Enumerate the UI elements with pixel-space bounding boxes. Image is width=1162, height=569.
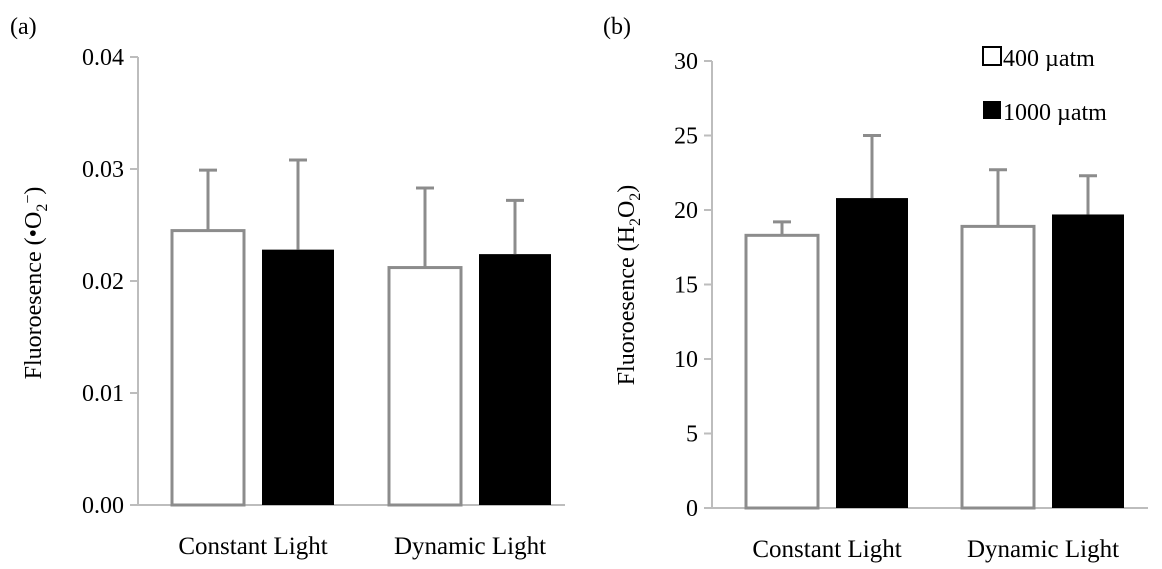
panel-a-plot-area: 0.00 0.01 0.02 0.03 0.04 Constant Light Dynami… bbox=[82, 45, 565, 560]
panel-b-category-label: Dynamic Light bbox=[967, 536, 1119, 563]
legend-swatch-400 bbox=[982, 46, 1002, 66]
panel-a-bar-400-constant bbox=[170, 229, 246, 507]
panel-a-y-tick-label: 0.01 bbox=[82, 381, 124, 407]
legend-label-1000: 1000 µatm bbox=[1003, 100, 1107, 126]
panel-a-bar-1000-constant bbox=[262, 249, 334, 505]
panel-b-y-tick-label: 10 bbox=[674, 347, 698, 373]
panel-a-category-label: Constant Light bbox=[178, 533, 327, 560]
panel-a-y-tick-label: 0.02 bbox=[82, 269, 124, 295]
panel-b-y-tick-label: 15 bbox=[674, 273, 698, 299]
panel-a-category-label: Dynamic Light bbox=[394, 533, 546, 560]
panel-b-y-axis-label: Fluoroesence (H2O2) bbox=[614, 185, 644, 386]
panel-a-label: (a) bbox=[10, 14, 37, 40]
panel-b-y-tick-label: 0 bbox=[686, 496, 698, 522]
panel-a-bar-400-dynamic bbox=[387, 266, 463, 507]
legend-swatch-1000 bbox=[983, 101, 1001, 119]
panel-b-bar-400-constant bbox=[744, 233, 820, 510]
panel-b-bar-400-dynamic bbox=[960, 224, 1036, 510]
panel-a: (a) Fluoroesence (•O2−) 0.00 0.01 0.02 0.03… bbox=[10, 14, 565, 560]
panel-b-y-tick-label: 30 bbox=[674, 49, 698, 75]
panel-a-y-axis-label: Fluoroesence (•O2−) bbox=[20, 187, 51, 380]
panel-b-category-label: Constant Light bbox=[752, 536, 901, 563]
panel-a-bar-1000-dynamic bbox=[479, 254, 551, 505]
panel-b-y-tick-label: 20 bbox=[674, 198, 698, 224]
panel-a-y-tick-label: 0.03 bbox=[82, 157, 124, 183]
legend: 400 µatm 1000 µatm bbox=[982, 46, 1107, 126]
legend-label-400: 400 µatm bbox=[1003, 46, 1095, 72]
panel-b-label: (b) bbox=[603, 14, 631, 40]
panel-a-y-tick-label: 0.04 bbox=[82, 45, 124, 71]
panel-b: (b) Fluoroesence (H2O2) 0 5 10 15 20 25 30 Cons… bbox=[603, 14, 1148, 563]
panel-a-y-tick-label: 0.00 bbox=[82, 493, 124, 519]
panel-b-plot-area: 0 5 10 15 20 25 30 Constant Light Dynamic Light bbox=[674, 49, 1148, 563]
panel-b-y-tick-label: 5 bbox=[686, 422, 698, 448]
panel-b-bar-1000-dynamic bbox=[1052, 214, 1124, 508]
panel-b-y-tick-label: 25 bbox=[674, 124, 698, 150]
panel-b-bar-1000-constant bbox=[836, 198, 908, 508]
